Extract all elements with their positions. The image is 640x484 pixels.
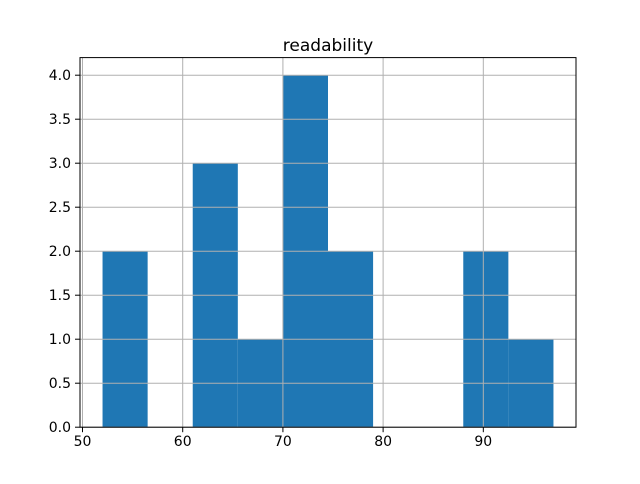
y-axis-tick-label: 1.0 xyxy=(49,332,71,348)
x-axis-tick-label: 70 xyxy=(274,434,292,450)
x-axis-tick-label: 90 xyxy=(474,434,492,450)
labels-layer: 50 60 70 80 90 0.0 0.5 1.0 1.5 2.0 2.5 3.0 3.5 4.0 xyxy=(49,68,492,450)
plot-border xyxy=(79,57,577,428)
x-axis-tick-label: 50 xyxy=(74,434,92,450)
y-axis-tick-label: 3.5 xyxy=(49,112,71,128)
chart-title: readability xyxy=(283,36,373,56)
axes-layer xyxy=(75,57,577,433)
y-axis-tick-label: 0.5 xyxy=(49,376,71,392)
y-axis-tick-label: 0.0 xyxy=(49,420,71,436)
x-axis-tick-label: 60 xyxy=(174,434,192,450)
x-axis-tick-label: 80 xyxy=(374,434,392,450)
y-axis-tick-label: 2.5 xyxy=(49,200,71,216)
y-axis-tick-label: 3.0 xyxy=(49,156,71,172)
y-axis-tick-label: 1.5 xyxy=(49,288,71,304)
y-axis-tick-label: 4.0 xyxy=(49,68,71,84)
y-axis-tick-label: 2.0 xyxy=(49,244,71,260)
